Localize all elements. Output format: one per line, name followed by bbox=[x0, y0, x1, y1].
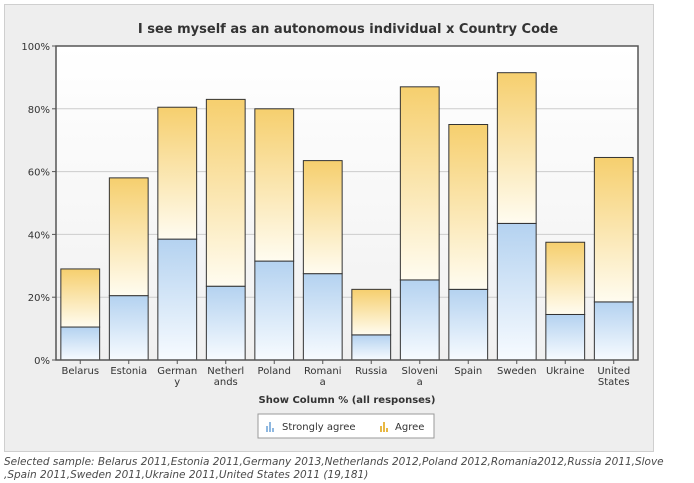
legend-icon-agree bbox=[380, 422, 388, 432]
bar-agree[interactable] bbox=[448, 124, 489, 290]
chart-title: I see myself as an autonomous individual… bbox=[138, 22, 558, 37]
bar-agree[interactable] bbox=[302, 160, 343, 275]
x-tick-label: United bbox=[597, 366, 630, 377]
bar-strongly-agree[interactable] bbox=[157, 238, 198, 361]
x-tick-label: States bbox=[598, 377, 630, 388]
x-tick-label: a bbox=[417, 377, 423, 388]
bar-agree[interactable] bbox=[351, 288, 392, 336]
bar-strongly-agree[interactable] bbox=[496, 222, 537, 361]
gridlines bbox=[56, 108, 638, 298]
bar-agree[interactable] bbox=[399, 86, 440, 281]
selected-sample-line-1: Selected sample: Belarus 2011,Estonia 20… bbox=[4, 456, 664, 468]
legend: Strongly agree Agree bbox=[257, 413, 435, 439]
bar-strongly-agree[interactable] bbox=[351, 334, 392, 361]
bar-strongly-agree[interactable] bbox=[108, 295, 149, 361]
bar-agree[interactable] bbox=[254, 108, 295, 262]
bar-strongly-agree[interactable] bbox=[302, 273, 343, 361]
bar-strongly-agree[interactable] bbox=[545, 313, 586, 361]
bar-strongly-agree[interactable] bbox=[254, 260, 295, 361]
x-axis-ticks: Belarus Estonia Germany Netherlands Poland Ro… bbox=[61, 360, 630, 388]
bar-agree[interactable] bbox=[496, 72, 537, 224]
selected-sample-line-2: ,Spain 2011,Sweden 2011,Ukraine 2011,Uni… bbox=[4, 469, 369, 481]
x-tick-label: Sweden bbox=[497, 366, 537, 377]
bar-agree[interactable] bbox=[108, 177, 149, 297]
bar-agree[interactable] bbox=[545, 241, 586, 315]
bar-strongly-agree[interactable] bbox=[399, 279, 440, 361]
bar-strongly-agree[interactable] bbox=[593, 301, 634, 361]
plot-area bbox=[56, 46, 638, 360]
bars bbox=[60, 72, 634, 361]
y-tick-label: 100% bbox=[21, 42, 50, 53]
x-tick-label: Netherl bbox=[207, 366, 244, 377]
x-tick-label: y bbox=[174, 377, 180, 388]
y-axis-ticks: 0% 20% 40% 60% 80% 100% bbox=[21, 42, 56, 367]
bar-agree[interactable] bbox=[205, 98, 246, 287]
bar-agree[interactable] bbox=[593, 156, 634, 303]
legend-label-strongly-agree: Strongly agree bbox=[282, 422, 356, 433]
x-tick-label: Poland bbox=[258, 366, 291, 377]
x-tick-label: Sloveni bbox=[402, 366, 438, 377]
x-tick-label: ands bbox=[214, 377, 238, 388]
bar-agree[interactable] bbox=[60, 268, 101, 328]
bar-strongly-agree[interactable] bbox=[448, 288, 489, 361]
x-tick-label: Spain bbox=[454, 366, 482, 377]
x-tick-label: Romani bbox=[304, 366, 342, 377]
legend-box bbox=[257, 413, 435, 439]
x-tick-label: German bbox=[157, 366, 197, 377]
bar-strongly-agree[interactable] bbox=[205, 285, 246, 361]
bar-agree[interactable] bbox=[157, 106, 198, 240]
y-tick-label: 0% bbox=[34, 356, 50, 367]
plot-border bbox=[55, 45, 639, 361]
y-tick-label: 20% bbox=[28, 293, 50, 304]
x-tick-label: Russia bbox=[355, 366, 387, 377]
x-tick-label: Estonia bbox=[110, 366, 147, 377]
x-tick-label: a bbox=[320, 377, 326, 388]
y-tick-label: 80% bbox=[28, 105, 50, 116]
x-axis-label: Show Column % (all responses) bbox=[259, 395, 436, 406]
x-tick-label: Belarus bbox=[61, 366, 99, 377]
legend-label-agree: Agree bbox=[395, 422, 424, 433]
y-tick-label: 40% bbox=[28, 230, 50, 241]
selected-sample-note: Selected sample: Belarus 2011,Estonia 20… bbox=[4, 456, 690, 483]
legend-icon-strongly-agree bbox=[266, 422, 274, 432]
x-tick-label: Ukraine bbox=[546, 366, 585, 377]
y-tick-label: 60% bbox=[28, 168, 50, 179]
bar-strongly-agree[interactable] bbox=[60, 326, 101, 361]
